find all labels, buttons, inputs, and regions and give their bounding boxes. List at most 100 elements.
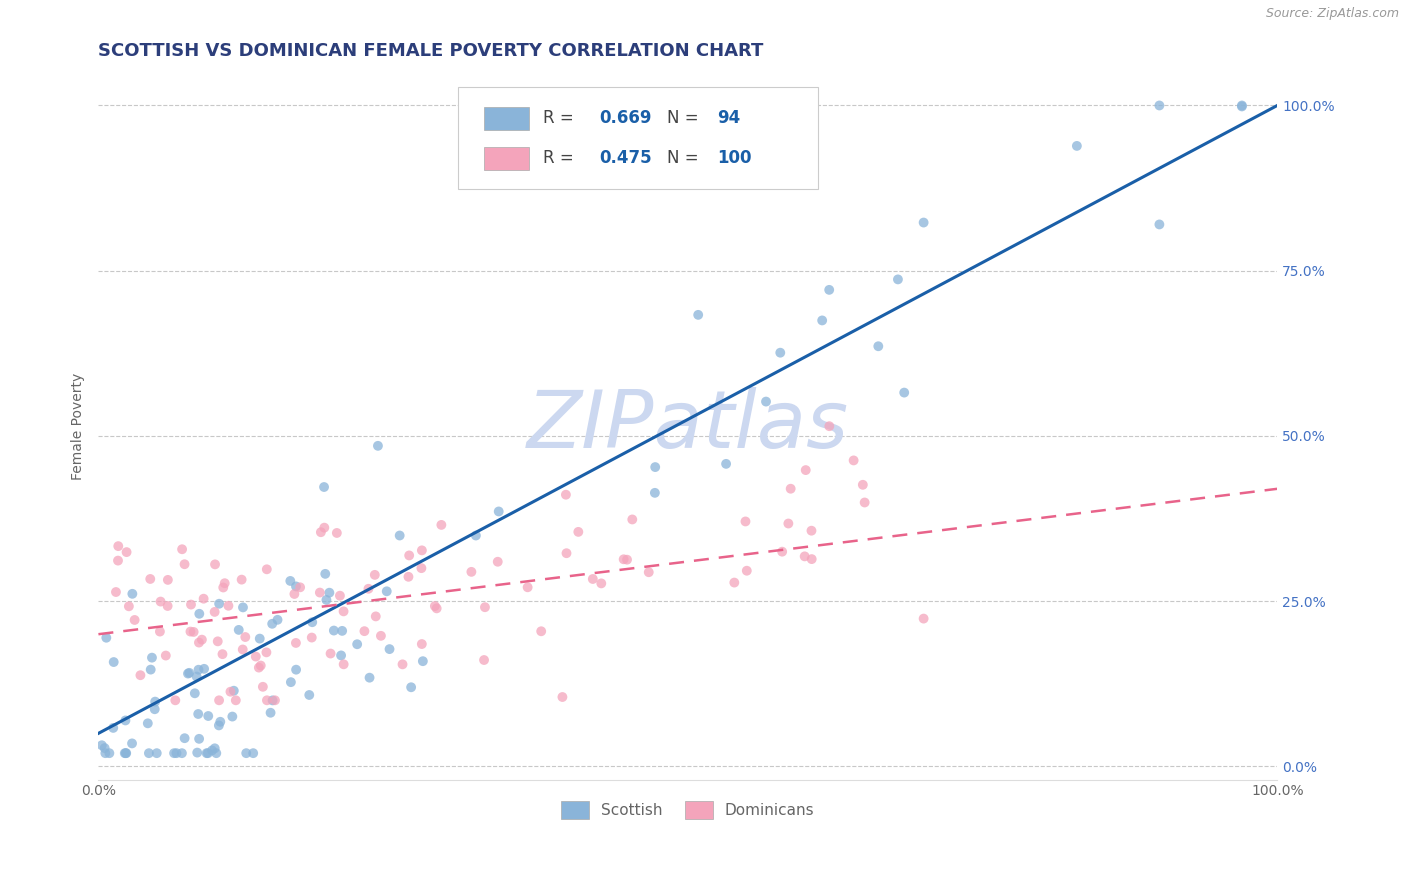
Point (247, 660, 270, 674)
Point (1149, 98, 1171, 112)
Point (582, 572, 605, 586)
Point (613, 552, 636, 566)
Point (156, 599, 179, 613)
Point (156, 573, 179, 587)
Point (228, 623, 250, 637)
Point (184, 686, 207, 700)
Point (197, 746, 219, 760)
Point (98, 746, 121, 760)
Point (778, 516, 800, 531)
Point (330, 648, 353, 663)
Point (278, 574, 301, 588)
Point (249, 632, 271, 646)
Point (107, 553, 129, 567)
Point (214, 576, 236, 591)
Point (912, 611, 935, 625)
Point (139, 663, 162, 677)
Point (770, 544, 793, 558)
Point (322, 624, 344, 638)
Text: N =: N = (666, 109, 703, 127)
Point (197, 709, 219, 723)
Point (301, 615, 323, 630)
Point (115, 545, 138, 559)
Point (769, 345, 792, 359)
Point (893, 385, 915, 400)
Point (378, 642, 401, 657)
Point (723, 575, 745, 590)
Point (245, 649, 267, 664)
Point (242, 746, 264, 760)
Point (173, 731, 195, 746)
Point (1149, 218, 1171, 232)
Point (183, 624, 205, 639)
Point (114, 714, 136, 728)
Point (209, 714, 232, 729)
Point (430, 517, 453, 532)
Point (555, 546, 578, 560)
Point (249, 658, 271, 673)
Point (567, 524, 589, 539)
Point (232, 642, 254, 657)
Legend: Scottish, Dominicans: Scottish, Dominicans (555, 795, 821, 825)
Point (96, 631, 118, 645)
Point (359, 671, 381, 685)
Point (221, 709, 243, 723)
Point (330, 624, 353, 638)
Point (219, 684, 242, 698)
Point (308, 585, 330, 599)
Text: 0.669: 0.669 (599, 109, 652, 127)
Text: Source: ZipAtlas.com: Source: ZipAtlas.com (1265, 7, 1399, 21)
Point (232, 600, 254, 615)
FancyBboxPatch shape (484, 107, 529, 129)
Point (195, 746, 218, 760)
Point (411, 543, 433, 558)
Text: 0.475: 0.475 (599, 149, 652, 167)
FancyBboxPatch shape (484, 147, 529, 170)
Point (165, 693, 187, 707)
Point (256, 562, 278, 576)
Point (714, 457, 737, 471)
Point (644, 486, 666, 500)
Point (118, 599, 141, 614)
Point (591, 576, 613, 591)
Point (329, 589, 352, 603)
Point (853, 495, 876, 509)
Point (193, 662, 215, 676)
Point (222, 683, 245, 698)
Point (285, 663, 308, 677)
Point (412, 654, 434, 668)
Point (332, 604, 354, 618)
Point (177, 666, 200, 681)
Point (103, 655, 125, 669)
Point (868, 339, 890, 353)
Point (621, 512, 644, 526)
Point (364, 609, 387, 624)
Point (208, 718, 231, 732)
Point (103, 721, 125, 735)
Point (288, 580, 311, 594)
Point (318, 585, 340, 599)
Point (398, 549, 420, 563)
Point (314, 521, 336, 535)
Point (139, 572, 162, 586)
Point (93, 741, 115, 756)
Point (204, 605, 226, 619)
Text: R =: R = (543, 109, 579, 127)
Point (818, 419, 841, 434)
Point (398, 570, 420, 584)
Point (346, 637, 368, 651)
Point (188, 731, 211, 746)
Point (233, 630, 256, 644)
Point (488, 504, 510, 518)
Point (375, 584, 398, 599)
Point (285, 579, 308, 593)
Point (793, 549, 815, 564)
Point (283, 587, 305, 601)
Point (912, 215, 935, 229)
Point (364, 567, 387, 582)
Point (204, 558, 226, 572)
Point (187, 635, 209, 649)
Point (842, 453, 865, 467)
Point (1230, 98, 1253, 112)
Text: R =: R = (543, 149, 579, 167)
